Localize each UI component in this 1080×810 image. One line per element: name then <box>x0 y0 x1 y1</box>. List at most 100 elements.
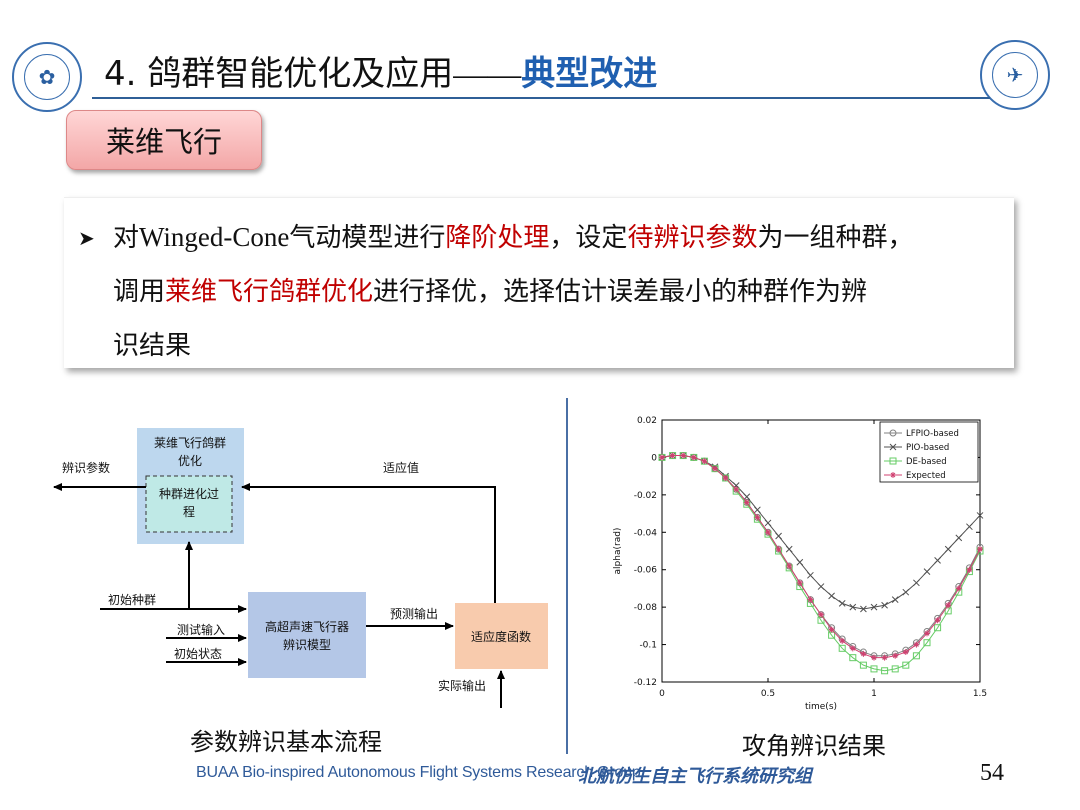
section-label: 莱维飞行 <box>105 125 222 159</box>
page-number: 54 <box>980 760 1004 786</box>
x-tick-label: 0.5 <box>761 689 775 699</box>
series-point-expected <box>860 650 867 657</box>
section-label-box: 莱维飞行 <box>66 110 262 170</box>
bullet-line-3: 识结果 <box>113 325 191 362</box>
series-point-pio-based <box>944 545 952 553</box>
bullet-line-2-segment-2: 进行择优，选择估计误差最小的种群作为辨 <box>373 277 868 307</box>
title-underline <box>92 97 990 99</box>
footer-group-name-cn: 北航仿生自主飞行系统研究组 <box>578 766 812 787</box>
series-point-expected <box>712 465 718 472</box>
bullet-line-1-segment-6: 为一组种群， <box>757 223 914 253</box>
series-point-de-based <box>838 644 846 652</box>
label-fitness-value: 适应值 <box>383 460 419 475</box>
arrow-fitness-feedback <box>241 483 496 603</box>
series-point-expected <box>828 626 835 633</box>
x-tick-label: 0 <box>659 689 665 699</box>
bullet-line-2-segment-0: 调用 <box>113 277 166 307</box>
bullet-line-1-segment-4: ，设定 <box>549 223 628 253</box>
y-tick-label: -0.06 <box>634 566 658 576</box>
series-point-expected <box>849 645 856 652</box>
evolution-label-line2: 程 <box>183 504 195 519</box>
series-point-pio-based <box>913 579 920 587</box>
series-point-expected <box>796 579 803 586</box>
series-point-expected <box>722 475 729 482</box>
series-point-de-based <box>870 665 878 673</box>
series-point-expected <box>945 602 952 609</box>
y-tick-label: -0.02 <box>634 491 657 501</box>
series-point-expected <box>765 529 771 536</box>
bullet-line-1-segment-3: 降阶处理 <box>445 223 550 253</box>
series-point-pio-based <box>870 603 878 611</box>
series-point-pio-based <box>754 506 761 514</box>
title-main: 4. 鸽群智能优化及应用 <box>104 54 454 94</box>
model-box <box>248 592 366 678</box>
bullet-content-box <box>64 197 1014 368</box>
vertical-divider <box>566 398 568 754</box>
series-point-pio-based <box>838 600 846 607</box>
series-point-expected <box>934 617 941 624</box>
evolution-label-line1: 种群进化过 <box>159 487 219 501</box>
series-point-expected <box>881 654 888 661</box>
university-lab-logo-icon: ✿ <box>12 42 82 112</box>
series-point-pio-based <box>976 512 984 519</box>
series-point-de-based <box>912 652 920 660</box>
legend-marker-lfpio-based <box>889 429 897 437</box>
fitness-label: 适应度函数 <box>471 629 531 644</box>
y-tick-label: -0.08 <box>634 603 658 613</box>
y-tick-label: 0.02 <box>637 416 657 426</box>
series-point-expected <box>818 611 824 618</box>
series-point-pio-based <box>891 596 899 604</box>
flowchart: 莱维飞行鸽群 优化 种群进化过 程 高超声速飞行器 辨识模型 适应度函数 辨识参… <box>53 428 548 708</box>
series-point-pio-based <box>934 557 941 564</box>
series-point-de-based <box>923 639 931 647</box>
series-point-pio-based <box>966 523 973 531</box>
legend-marker-expected <box>890 472 896 478</box>
series-point-expected <box>966 566 973 573</box>
model-label-line1: 高超声速飞行器 <box>265 619 349 634</box>
series-point-expected <box>892 652 899 659</box>
series-point-expected <box>839 637 846 644</box>
y-axis-label: alpha(rad) <box>613 528 623 575</box>
label-test-input: 测试输入 <box>177 622 225 637</box>
bullet-line-2-segment-1: 莱维飞行鸽群优化 <box>165 277 374 307</box>
series-point-de-based <box>891 665 899 673</box>
series-point-de-based <box>849 654 857 662</box>
series-point-de-based <box>902 661 910 669</box>
series-point-expected <box>701 458 708 465</box>
series-point-expected <box>754 514 761 521</box>
series-point-pio-based <box>923 568 931 575</box>
bullet-line-1-segment-5: 待辨识参数 <box>627 223 758 253</box>
slide-title: 4. 鸽群智能优化及应用——典型改进 <box>104 46 657 95</box>
label-predicted-output: 预测输出 <box>390 606 438 621</box>
series-point-pio-based <box>902 588 910 596</box>
footer-group-name-en: BUAA Bio-inspired Autonomous Flight Syst… <box>196 764 641 781</box>
y-tick-label: -0.04 <box>634 528 658 538</box>
fitness-box <box>455 603 548 669</box>
label-initial-state: 初始状态 <box>174 647 222 661</box>
series-point-pio-based <box>849 603 857 611</box>
legend-label-de-based: DE-based <box>906 457 947 467</box>
series-point-pio-based <box>955 534 963 542</box>
series-point-pio-based <box>796 558 804 566</box>
x-tick-label: 1 <box>871 689 877 699</box>
legend-marker-pio-based <box>889 443 897 451</box>
series-point-expected <box>924 630 930 637</box>
series-point-de-based <box>934 624 942 632</box>
y-tick-label: -0.1 <box>639 641 657 651</box>
series-point-pio-based <box>785 545 793 553</box>
series-point-de-based <box>859 661 867 669</box>
model-label-line2: 辨识模型 <box>283 638 331 652</box>
legend-marker-de-based <box>889 457 897 465</box>
series-point-expected <box>871 654 877 661</box>
series-point-expected <box>902 649 909 656</box>
series-point-pio-based <box>743 493 751 501</box>
bullet-line-1-segment-2: 气动模型进行 <box>289 223 446 253</box>
bullet-line-1-segment-1: Winged-Cone <box>139 222 290 252</box>
series-point-expected <box>786 562 793 569</box>
series-point-pio-based <box>807 571 814 579</box>
series-point-de-based <box>881 667 889 675</box>
series-point-pio-based <box>881 601 888 609</box>
flowchart-caption: 参数辨识基本流程 <box>190 728 382 756</box>
series-point-expected <box>977 546 983 553</box>
bullet-line-1: 对Winged-Cone气动模型进行降阶处理，设定待辨识参数为一组种群， <box>113 217 913 254</box>
